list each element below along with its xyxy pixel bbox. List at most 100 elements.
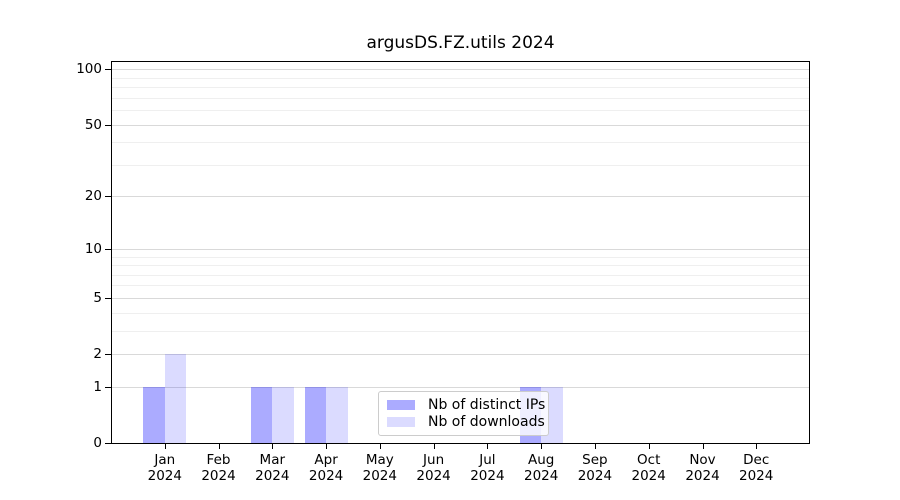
minor-gridline-y7 [111, 274, 810, 276]
x-tick-year-nov: 2024 [685, 468, 720, 484]
x-tick-aug [541, 444, 543, 449]
x-tick-year-dec: 2024 [739, 468, 774, 484]
x-tick-nov [702, 444, 704, 449]
y-tick-0 [105, 443, 111, 444]
x-tick-sep [594, 444, 596, 449]
legend-label-distinct-ips: Nb of distinct IPs [428, 396, 546, 413]
legend-label-downloads: Nb of downloads [428, 414, 545, 431]
x-tick-month-mar: Mar [259, 452, 286, 468]
x-tick-label-nov: Nov 2024 [673, 452, 733, 484]
x-tick-jan [164, 444, 166, 449]
x-tick-month-sep: Sep [582, 452, 608, 468]
y-tick-10 [105, 249, 111, 250]
plot-area: 0 1 2 5 10 20 50 100 Jan 2024 Feb 2024 Mar 2024 Apr 202… [76, 61, 810, 484]
x-tick-label-aug: Aug 2024 [511, 452, 571, 484]
y-tick-label-100: 100 [76, 61, 102, 77]
major-gridline-y2 [111, 354, 810, 355]
plot-border-right [809, 61, 810, 444]
minor-gridline-y60 [111, 110, 810, 111]
x-tick-label-may: May 2024 [350, 452, 410, 484]
y-tick-2 [105, 354, 111, 355]
minor-gridline-y90 [111, 77, 810, 79]
chart-title: argusDS.FZ.utils 2024 [366, 33, 555, 53]
x-tick-mar [272, 444, 274, 449]
y-tick-label-2: 2 [93, 346, 102, 362]
x-tick-year-oct: 2024 [631, 468, 666, 484]
minor-gridline-y4 [111, 312, 810, 314]
x-tick-month-feb: Feb [206, 452, 231, 468]
x-tick-label-sep: Sep 2024 [565, 452, 625, 484]
y-tick-label-10: 10 [84, 241, 102, 257]
x-tick-label-dec: Dec 2024 [726, 452, 786, 484]
x-tick-jul [487, 444, 489, 449]
minor-gridline-y9 [111, 256, 810, 258]
major-gridline-y100 [111, 69, 810, 71]
x-tick-month-jun: Jun [423, 452, 445, 468]
y-tick-50 [105, 125, 111, 126]
legend-swatch-downloads [387, 417, 415, 428]
bar-distinct-ips-jan [143, 386, 165, 444]
legend-entry-downloads: Nb of downloads [385, 414, 545, 431]
legend: Nb of distinct IPs Nb of downloads [378, 391, 549, 436]
y-tick-20 [105, 196, 111, 197]
x-tick-month-jan: Jan [154, 452, 176, 468]
legend-swatch-distinct-ips [387, 399, 415, 410]
x-tick-month-jul: Jul [479, 452, 496, 468]
x-tick-oct [648, 444, 650, 449]
major-gridline-y50 [111, 124, 810, 126]
bar-downloads-jan [164, 354, 187, 444]
minor-gridline-y70 [111, 97, 810, 99]
x-tick-apr [326, 444, 328, 449]
y-tick-label-1: 1 [93, 379, 102, 395]
x-tick-year-mar: 2024 [255, 468, 290, 484]
legend-entry-distinct-ips: Nb of distinct IPs [385, 396, 546, 413]
x-tick-label-apr: Apr 2024 [296, 452, 356, 484]
x-tick-year-apr: 2024 [308, 468, 344, 484]
x-tick-year-jun: 2024 [416, 468, 451, 484]
x-axis-line [111, 443, 810, 444]
x-tick-may [379, 444, 381, 449]
y-tick-label-20: 20 [84, 188, 102, 204]
x-tick-dec [756, 444, 758, 449]
x-tick-year-sep: 2024 [577, 468, 613, 484]
x-tick-jun [433, 444, 435, 449]
major-gridline-y20 [111, 196, 810, 198]
bar-downloads-apr [326, 386, 348, 444]
x-tick-month-nov: Nov [689, 452, 716, 468]
x-tick-year-may: 2024 [362, 468, 397, 484]
minor-gridline-y30 [111, 164, 810, 166]
x-tick-label-jul: Jul 2024 [457, 452, 517, 484]
minor-gridline-y6 [111, 285, 810, 287]
x-tick-label-oct: Oct 2024 [619, 452, 679, 484]
x-tick-year-jan: 2024 [147, 468, 182, 484]
x-tick-label-feb: Feb 2024 [189, 452, 249, 484]
x-tick-year-aug: 2024 [524, 468, 559, 484]
y-tick-label-5: 5 [93, 290, 102, 306]
x-tick-feb [218, 444, 220, 449]
x-tick-year-jul: 2024 [470, 468, 505, 484]
minor-gridline-y40 [111, 142, 810, 144]
y-tick-label-50: 50 [84, 117, 102, 133]
x-tick-month-may: May [365, 452, 394, 468]
bar-downloads-mar [272, 386, 294, 444]
major-gridline-y1 [111, 386, 810, 388]
x-tick-month-oct: Oct [637, 452, 661, 468]
x-tick-label-jun: Jun 2024 [404, 452, 464, 484]
minor-gridline-y8 [111, 265, 810, 266]
major-gridline-y5 [111, 297, 810, 299]
x-tick-label-mar: Mar 2024 [242, 452, 302, 484]
plot-border-top [111, 61, 810, 62]
bar-distinct-ips-apr [304, 386, 327, 444]
y-axis-line [111, 61, 112, 444]
y-tick-1 [105, 387, 111, 388]
y-tick-5 [105, 298, 111, 299]
y-tick-100 [105, 69, 111, 70]
x-tick-month-aug: Aug [528, 452, 555, 468]
bar-distinct-ips-mar [250, 386, 273, 444]
x-tick-label-jan: Jan 2024 [135, 452, 195, 484]
x-tick-month-dec: Dec [743, 452, 770, 468]
minor-gridline-y80 [111, 87, 810, 88]
major-gridline-y10 [111, 248, 810, 250]
minor-gridline-y3 [111, 330, 810, 332]
